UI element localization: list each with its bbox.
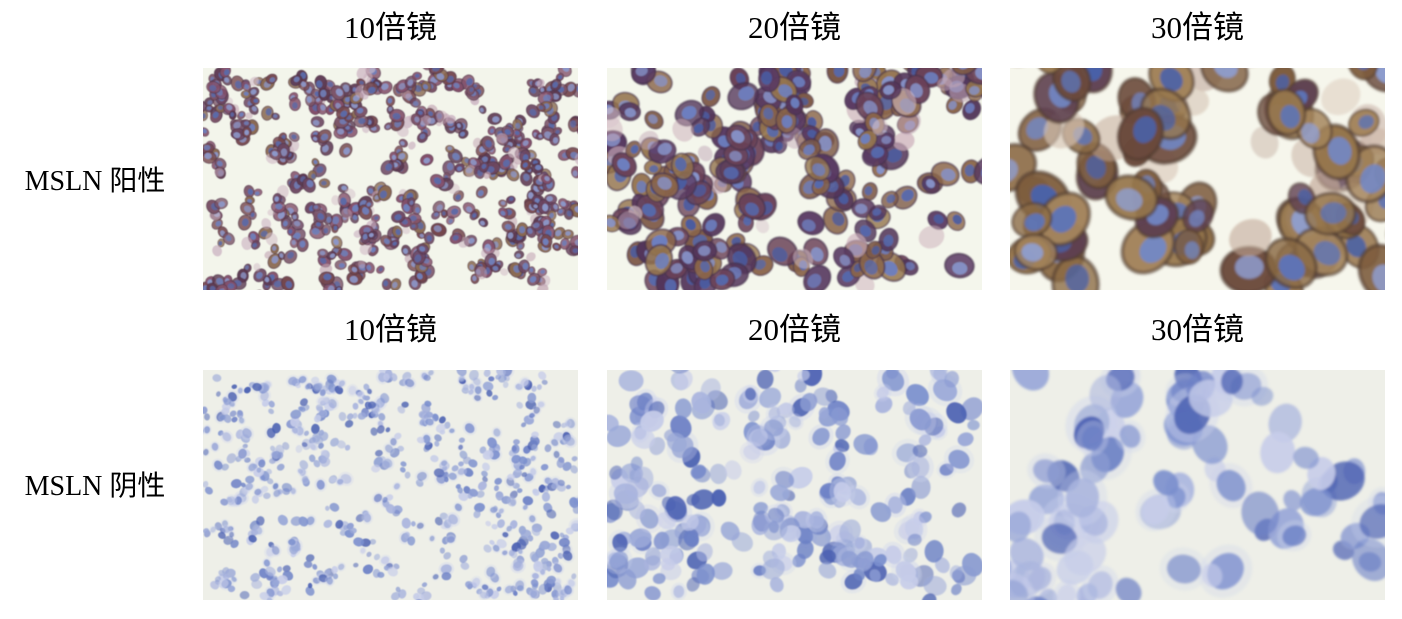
caption-negative-20x: 20倍镜	[748, 312, 841, 347]
caption-negative-10x: 10倍镜	[344, 312, 437, 347]
caption-positive-20x: 20倍镜	[748, 10, 841, 45]
micrograph-positive-20x	[607, 68, 982, 290]
micrograph-negative-20x	[607, 370, 982, 600]
caption-negative-30x: 30倍镜	[1151, 312, 1244, 347]
caption-positive-30x: 30倍镜	[1151, 10, 1244, 45]
caption-positive-10x: 10倍镜	[344, 10, 437, 45]
row-label-msln-negative: MSLN 阴性	[24, 471, 166, 502]
micrograph-positive-10x	[203, 68, 578, 290]
micrograph-negative-30x	[1010, 370, 1385, 600]
micrograph-negative-10x	[203, 370, 578, 600]
row-label-msln-positive: MSLN 阳性	[24, 166, 166, 197]
micrograph-positive-30x	[1010, 68, 1385, 290]
